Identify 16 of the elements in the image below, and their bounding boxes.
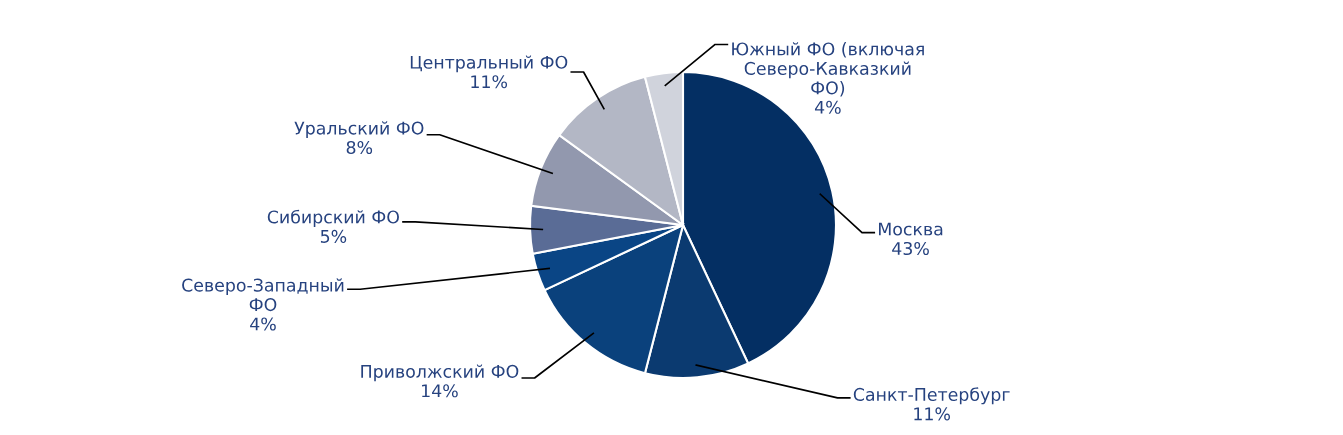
slice-label: Москва [879,222,943,236]
data-label: 4% [814,100,841,114]
data-label: 11% [914,407,950,421]
slice-label: Центральный ФО [410,55,568,73]
data-label: 8% [346,140,373,155]
slice-label: Санкт-Петербург [853,387,1010,405]
data-label: 43% [892,241,929,256]
slice-label: Сибирский ФО [267,209,399,227]
data-label: 11% [471,75,508,89]
slice-label: Приволжский ФО [361,364,519,382]
slice-label: Уральский ФО [294,121,424,138]
slice-label: Южный ФО (включая Северо-Кавказкий ФО) [732,42,924,97]
slice-label: Северо-Западный ФО [182,278,344,312]
data-label: 14% [422,384,458,398]
data-label: 5% [320,229,347,243]
data-label: 4% [250,317,276,331]
